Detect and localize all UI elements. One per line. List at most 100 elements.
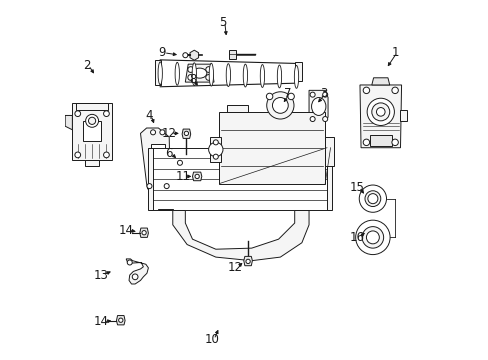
Circle shape [213, 140, 218, 145]
Circle shape [364, 191, 380, 207]
Text: 15: 15 [349, 181, 364, 194]
Circle shape [205, 75, 211, 80]
Circle shape [85, 114, 99, 127]
Circle shape [187, 67, 193, 72]
Polygon shape [371, 78, 389, 85]
Bar [400, 110, 406, 121]
Text: 6: 6 [165, 147, 173, 159]
Circle shape [103, 111, 109, 117]
Ellipse shape [192, 68, 206, 78]
Bar [148, 148, 152, 211]
Circle shape [205, 67, 211, 72]
Bar [150, 144, 164, 180]
Bar [369, 135, 391, 146]
Polygon shape [172, 211, 308, 261]
Circle shape [160, 130, 164, 135]
Circle shape [322, 117, 327, 122]
Circle shape [103, 152, 109, 158]
Polygon shape [65, 116, 72, 130]
Circle shape [164, 184, 169, 189]
Bar [325, 137, 333, 166]
Circle shape [391, 87, 398, 94]
Text: 8: 8 [188, 73, 196, 86]
Polygon shape [140, 128, 170, 189]
Circle shape [142, 230, 146, 235]
Polygon shape [190, 50, 198, 60]
Polygon shape [72, 103, 112, 160]
Text: 14: 14 [119, 224, 133, 237]
Polygon shape [126, 259, 148, 284]
Circle shape [184, 131, 188, 135]
Circle shape [363, 139, 369, 145]
Circle shape [150, 130, 155, 135]
Polygon shape [175, 158, 184, 168]
Ellipse shape [226, 64, 230, 86]
Ellipse shape [243, 64, 247, 87]
Circle shape [213, 154, 218, 159]
Ellipse shape [175, 62, 179, 85]
Polygon shape [229, 50, 235, 59]
Circle shape [183, 53, 187, 58]
Text: 10: 10 [204, 333, 219, 346]
Text: 9: 9 [158, 46, 165, 59]
Bar [226, 105, 247, 112]
Bar [210, 137, 221, 162]
Bar [294, 62, 301, 81]
Text: 13: 13 [93, 269, 108, 282]
Ellipse shape [192, 63, 196, 86]
Bar [155, 60, 161, 85]
Circle shape [287, 93, 294, 100]
Text: 12: 12 [227, 261, 243, 274]
Polygon shape [308, 90, 327, 123]
Circle shape [309, 92, 314, 97]
Bar [76, 103, 108, 110]
Text: 2: 2 [83, 59, 90, 72]
Bar [219, 112, 325, 184]
Text: 7: 7 [283, 87, 291, 100]
Circle shape [371, 103, 389, 121]
Polygon shape [182, 129, 190, 138]
Circle shape [362, 226, 383, 248]
Text: 1: 1 [390, 46, 398, 59]
Circle shape [363, 87, 369, 94]
Circle shape [245, 259, 250, 264]
Circle shape [366, 231, 379, 244]
Circle shape [355, 220, 389, 255]
Bar [83, 121, 101, 140]
Ellipse shape [294, 66, 298, 88]
Circle shape [195, 174, 199, 179]
Circle shape [391, 139, 398, 145]
Text: 5: 5 [219, 16, 226, 29]
Text: 12: 12 [162, 127, 176, 140]
Circle shape [177, 160, 182, 165]
Text: 11: 11 [176, 170, 191, 183]
Polygon shape [192, 172, 202, 181]
Circle shape [127, 260, 132, 265]
Polygon shape [359, 85, 401, 148]
Text: 4: 4 [145, 109, 153, 122]
Circle shape [208, 142, 223, 157]
Circle shape [75, 111, 81, 117]
Circle shape [359, 185, 386, 212]
Circle shape [75, 152, 81, 158]
Circle shape [147, 184, 152, 189]
Circle shape [322, 92, 327, 97]
Polygon shape [244, 256, 252, 266]
Circle shape [132, 274, 138, 280]
Polygon shape [158, 209, 172, 211]
Polygon shape [116, 316, 125, 325]
Circle shape [266, 93, 272, 100]
Polygon shape [185, 64, 214, 82]
Circle shape [366, 98, 394, 126]
Ellipse shape [311, 98, 325, 116]
Ellipse shape [209, 63, 213, 86]
Bar [326, 148, 332, 211]
Circle shape [119, 318, 122, 322]
Circle shape [266, 92, 293, 119]
Text: 14: 14 [93, 315, 108, 328]
Circle shape [376, 108, 384, 116]
Circle shape [309, 117, 314, 122]
Bar [151, 148, 330, 211]
Circle shape [367, 194, 377, 204]
Text: 3: 3 [319, 87, 326, 100]
